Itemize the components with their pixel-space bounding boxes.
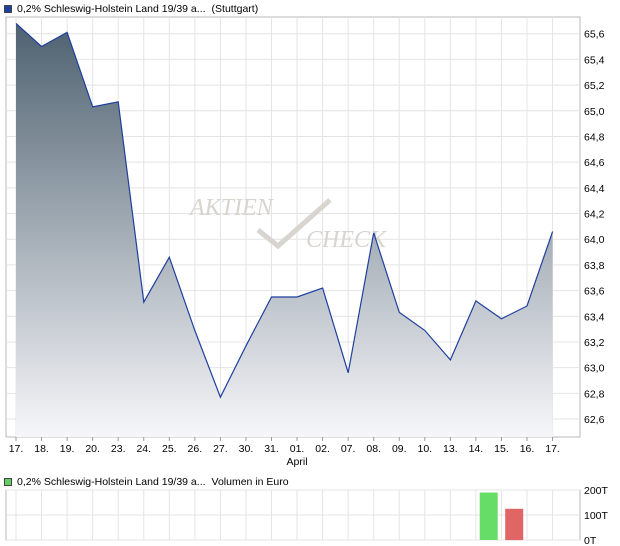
volume-legend-unit: Volumen in Euro: [211, 476, 289, 488]
price-legend: 0,2% Schleswig-Holstein Land 19/39 a... …: [4, 3, 258, 15]
volume-y-tick-label: 200T: [584, 485, 609, 497]
price-x-tick-label: 13.: [443, 443, 458, 455]
price-x-tick-label: 18.: [34, 443, 49, 455]
price-x-tick-label: 30.: [239, 443, 254, 455]
price-x-tick-label: 25.: [162, 443, 177, 455]
volume-bar: [505, 508, 524, 541]
price-y-tick-label: 63,4: [584, 311, 605, 323]
price-y-tick-label: 64,8: [584, 131, 605, 143]
price-y-tick-label: 64,0: [584, 234, 605, 246]
volume-legend-swatch: [4, 478, 12, 486]
volume-legend: 0,2% Schleswig-Holstein Land 19/39 a... …: [4, 476, 289, 488]
price-x-tick-label: 16.: [520, 443, 535, 455]
watermark-line1: AKTIEN: [188, 195, 275, 221]
price-x-tick-label: 23.: [111, 443, 126, 455]
price-y-tick-label: 65,6: [584, 29, 605, 41]
price-legend-exchange: (Stuttgart): [211, 3, 259, 15]
price-series-line: [15, 22, 554, 399]
price-y-tick-label: 64,2: [584, 209, 605, 221]
price-x-tick-label: 08.: [366, 443, 381, 455]
price-x-tick-label: 31.: [264, 443, 279, 455]
price-x-tick-label: 01.: [290, 443, 305, 455]
price-y-tick-label: 65,4: [584, 54, 605, 66]
price-x-tick-label: 24.: [136, 443, 151, 455]
price-x-tick-label: 09.: [392, 443, 407, 455]
volume-bars: [479, 492, 524, 541]
price-y-tick-label: 63,6: [584, 286, 605, 298]
price-x-tick-label: 17.: [545, 443, 560, 455]
volume-legend-name: 0,2% Schleswig-Holstein Land 19/39 a...: [17, 476, 206, 488]
price-legend-name: 0,2% Schleswig-Holstein Land 19/39 a...: [17, 3, 206, 15]
volume-y-tick-label: 0T: [584, 535, 597, 546]
price-y-tick-label: 63,8: [584, 260, 605, 272]
price-x-tick-label: 17.: [9, 443, 24, 455]
price-x-tick-label: 15.: [494, 443, 509, 455]
volume-bar: [479, 492, 498, 540]
watermark-check-icon: [256, 198, 332, 250]
price-y-tick-label: 65,0: [584, 106, 605, 118]
price-x-tick-label: 07.: [341, 443, 356, 455]
price-y-tick-label: 62,8: [584, 388, 605, 400]
price-legend-swatch: [4, 5, 12, 13]
price-x-tick-label: 14.: [469, 443, 484, 455]
price-x-axis: 17. 18. 19. 20. 23. 24. 25. 26. 27. 30. 31. 01.Apri…: [9, 437, 560, 468]
price-x-tick-label: 02.: [315, 443, 330, 455]
price-x-tick-label: 20.: [85, 443, 100, 455]
price-y-tick-label: 64,6: [584, 157, 605, 169]
volume-y-tick-label: 100T: [584, 510, 609, 522]
price-y-axis: 62,6 62,8 63,0 63,2 63,4 63,6 63,8 64,0 64,2 64,4…: [584, 29, 605, 426]
price-x-tick-label: 19.: [60, 443, 75, 455]
price-x-tick-label: 27.: [213, 443, 228, 455]
price-y-tick-label: 63,0: [584, 363, 605, 375]
price-x-tick-label: 10.: [417, 443, 432, 455]
price-y-tick-label: 62,6: [584, 414, 605, 426]
price-x-month-label: April: [287, 456, 308, 468]
price-y-tick-label: 65,2: [584, 80, 605, 92]
price-y-tick-label: 63,2: [584, 337, 605, 349]
price-x-tick-label: 26.: [188, 443, 203, 455]
price-area-fill: [16, 23, 553, 438]
volume-y-axis: 0T 100T 200T: [584, 485, 609, 546]
price-y-tick-label: 64,4: [584, 183, 605, 195]
